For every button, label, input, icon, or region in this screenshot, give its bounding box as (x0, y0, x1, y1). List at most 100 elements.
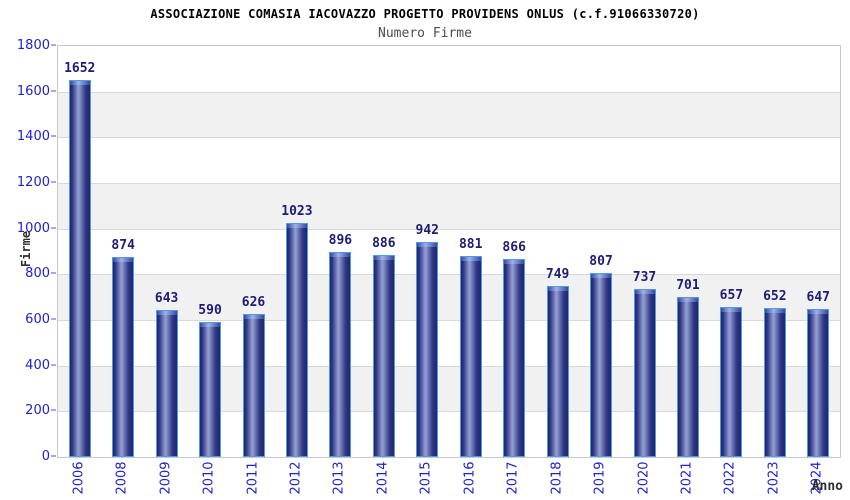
bar-2024 (807, 309, 830, 457)
bar-2008 (112, 257, 135, 457)
x-tick-2016: 2016 (462, 461, 478, 495)
plot-band (58, 183, 840, 229)
bar-2015 (416, 241, 439, 457)
plot-band (58, 137, 840, 183)
plot-band (58, 228, 840, 275)
bar-value-2015: 942 (415, 222, 440, 238)
bar-value-2006: 1652 (64, 60, 96, 76)
y-tick-mark (51, 455, 56, 457)
x-tick-2018: 2018 (549, 461, 565, 495)
x-tick-2011: 2011 (245, 461, 260, 495)
bar-cap (243, 315, 264, 320)
gridline (58, 274, 840, 276)
bar-2006 (68, 79, 91, 457)
bar-cap (677, 297, 698, 302)
plot-band (58, 274, 840, 320)
gridline (58, 320, 840, 321)
bar-value-2012: 1023 (281, 204, 313, 220)
plot-band (58, 365, 840, 412)
bar-cap (286, 224, 307, 229)
y-axis-title: Firme (19, 230, 33, 268)
y-tick-mark (51, 226, 56, 229)
x-tick-2006: 2006 (71, 461, 87, 495)
bar-2009 (155, 310, 178, 457)
bar-cap (504, 260, 525, 265)
y-tick-label: 1400 (16, 129, 50, 145)
bar-2021 (676, 296, 699, 457)
gridline (58, 365, 840, 367)
x-tick-2010: 2010 (201, 461, 217, 495)
bar-cap (156, 311, 177, 316)
bar-value-2014: 886 (372, 235, 396, 251)
y-tick-label: 400 (25, 357, 50, 373)
bar-2019 (590, 272, 613, 457)
y-tick-label: 1800 (16, 38, 50, 53)
bar-cap (113, 258, 134, 263)
bar-value-2018: 749 (545, 266, 570, 282)
bar-cap (721, 308, 742, 312)
x-tick-2015: 2015 (418, 461, 434, 495)
x-tick-2019: 2019 (592, 461, 608, 495)
y-tick-mark (51, 89, 56, 92)
x-tick-2013: 2013 (331, 461, 347, 495)
bar-value-2022: 657 (719, 288, 744, 303)
bar-2010 (199, 322, 222, 457)
x-tick-2017: 2017 (505, 461, 521, 495)
x-tick-2014: 2014 (375, 461, 391, 495)
bar-cap (373, 255, 394, 260)
plot-band (58, 320, 840, 366)
bar-value-2008: 874 (111, 238, 135, 254)
gridline (58, 228, 840, 230)
x-tick-2020: 2020 (636, 461, 651, 495)
bar-cap (808, 310, 829, 315)
y-tick-label: 200 (25, 403, 50, 419)
gridline (58, 91, 840, 93)
bar-cap (69, 80, 90, 85)
bar-value-2013: 896 (328, 233, 353, 249)
bar-cap (591, 273, 612, 278)
y-tick-mark (51, 272, 56, 275)
bar-value-2010: 590 (198, 303, 222, 319)
y-tick-mark (51, 44, 56, 46)
y-tick-mark (51, 135, 56, 138)
bar-2023 (763, 308, 786, 457)
y-tick-label: 800 (25, 266, 50, 282)
bar-2018 (546, 285, 569, 457)
bar-value-2024: 647 (806, 290, 831, 306)
bar-value-2009: 643 (154, 291, 179, 307)
bar-2016 (459, 255, 482, 457)
gridline (58, 183, 840, 184)
chart-title: ASSOCIAZIONE COMASIA IACOVAZZO PROGETTO … (150, 7, 700, 21)
bar-2022 (720, 307, 743, 457)
x-tick-2023: 2023 (766, 461, 782, 495)
bar-value-2016: 881 (458, 236, 483, 252)
bar-2012 (285, 223, 308, 457)
y-tick-mark (51, 318, 56, 320)
bar-2017 (503, 259, 526, 457)
bar-value-2021: 701 (676, 277, 700, 293)
bar-2020 (633, 288, 656, 457)
gridline (58, 137, 840, 139)
x-axis-title: Anno (811, 479, 843, 494)
x-tick-2021: 2021 (679, 461, 695, 495)
bar-cap (330, 253, 351, 258)
bar-value-2011: 626 (241, 295, 266, 311)
chart-subtitle: Numero Firme (378, 26, 472, 41)
x-tick-2022: 2022 (722, 461, 738, 495)
y-tick-mark (51, 409, 56, 412)
bar-cap (200, 323, 221, 328)
plot-area: 1652 874 643 590 626 1023 896 886 942 881 866 749 80… (57, 45, 841, 458)
y-tick-label: 1600 (16, 83, 50, 99)
x-tick-2008: 2008 (114, 461, 130, 495)
bar-cap (634, 289, 655, 294)
bar-2013 (329, 252, 352, 457)
y-tick-mark (51, 363, 56, 366)
bar-value-2017: 866 (502, 240, 526, 256)
bar-2011 (242, 314, 265, 457)
bar-cap (417, 242, 438, 247)
plot-band (58, 411, 840, 457)
y-tick-label: 1000 (16, 220, 50, 236)
bar-value-2020: 737 (632, 269, 657, 285)
bar-cap (547, 286, 568, 291)
